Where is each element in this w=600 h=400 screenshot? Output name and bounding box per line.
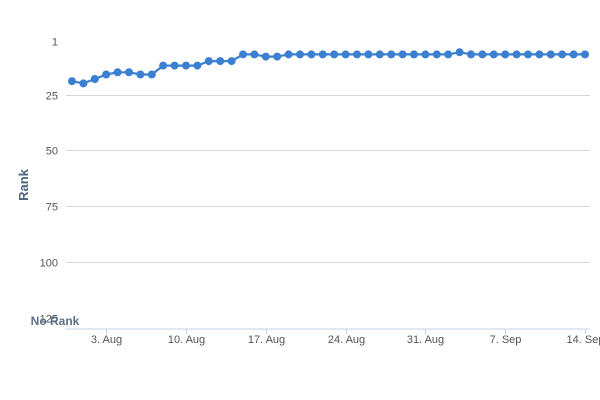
data-point[interactable] <box>364 50 373 59</box>
data-point[interactable] <box>90 75 99 83</box>
data-point[interactable] <box>501 50 510 59</box>
data-point[interactable] <box>341 50 350 59</box>
data-point[interactable] <box>410 50 418 59</box>
data-point[interactable] <box>581 50 589 59</box>
x-tick-label: 14. Sep <box>567 334 600 346</box>
data-point[interactable] <box>239 50 247 59</box>
data-point[interactable] <box>250 50 259 59</box>
no-rank-label: No Rank <box>31 314 80 328</box>
data-point[interactable] <box>478 50 487 59</box>
data-point[interactable] <box>227 57 236 66</box>
y-tick-label-25: 25 <box>46 91 58 103</box>
data-point[interactable] <box>398 50 407 59</box>
x-axis-labels: 3. Aug 10. Aug 17. Aug 24. Aug 31. Aug 7. Sep… <box>91 334 600 346</box>
gridlines <box>66 95 590 263</box>
data-point[interactable] <box>68 77 76 86</box>
data-point[interactable] <box>204 57 213 66</box>
data-point[interactable] <box>216 57 225 66</box>
data-point[interactable] <box>512 50 521 59</box>
data-point[interactable] <box>569 50 578 59</box>
data-point[interactable] <box>467 50 475 59</box>
data-point[interactable] <box>136 70 145 79</box>
x-tick-label: 3. Aug <box>91 334 122 346</box>
data-point[interactable] <box>330 50 339 59</box>
data-point[interactable] <box>455 48 464 57</box>
x-tick-label: 31. Aug <box>407 334 444 346</box>
data-point[interactable] <box>102 70 111 79</box>
data-point[interactable] <box>273 52 282 61</box>
data-point[interactable] <box>353 50 361 59</box>
x-tick-label: 17. Aug <box>248 334 285 346</box>
data-point[interactable] <box>421 50 430 59</box>
data-point[interactable] <box>318 50 327 59</box>
data-point[interactable] <box>375 50 384 59</box>
data-point[interactable] <box>284 50 293 59</box>
data-point[interactable] <box>387 50 396 59</box>
data-point[interactable] <box>444 50 453 59</box>
x-axis <box>66 328 590 334</box>
data-point[interactable] <box>558 50 567 59</box>
data-point[interactable] <box>170 61 179 70</box>
data-point[interactable] <box>535 50 544 59</box>
y-tick-label-75: 75 <box>46 202 58 214</box>
x-tick-label: 7. Sep <box>490 334 522 346</box>
y-tick-label-50: 50 <box>46 146 58 158</box>
data-point[interactable] <box>261 52 270 61</box>
series-line <box>71 51 585 85</box>
data-point[interactable] <box>193 61 202 70</box>
data-point[interactable] <box>524 50 532 59</box>
y-tick-label-125: 125 <box>40 314 58 326</box>
x-tick-label: 24. Aug <box>328 334 365 346</box>
data-point[interactable] <box>113 68 122 77</box>
series-rank <box>68 48 589 88</box>
data-point[interactable] <box>147 70 156 79</box>
data-point[interactable] <box>296 50 304 59</box>
data-point[interactable] <box>125 68 133 77</box>
y-tick-label-1: 1 <box>52 37 58 49</box>
data-point[interactable] <box>182 61 190 70</box>
data-point[interactable] <box>307 50 316 59</box>
data-point[interactable] <box>546 50 555 59</box>
data-point[interactable] <box>432 50 441 59</box>
data-point[interactable] <box>489 50 498 59</box>
x-tick-label: 10. Aug <box>168 334 205 346</box>
y-tick-label-100: 100 <box>40 258 58 270</box>
data-point[interactable] <box>159 61 168 70</box>
y-axis-title: Rank <box>16 168 31 201</box>
data-point[interactable] <box>79 79 88 88</box>
